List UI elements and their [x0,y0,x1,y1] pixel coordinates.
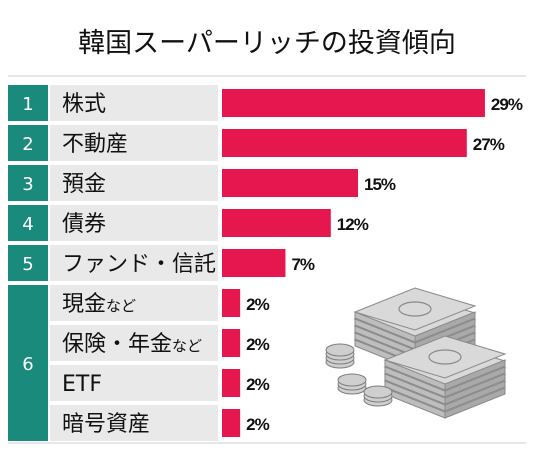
row-label-bg [50,365,218,401]
rank-box [8,245,48,281]
row-label: 不動産 [62,132,128,157]
money-stack-icon [325,287,507,419]
rank-number: 1 [22,94,33,115]
bar [222,409,241,437]
rank-number: 2 [22,134,33,155]
bar [222,169,358,197]
row-label: 預金 [62,172,106,197]
banknote-side [444,366,506,398]
value-label: 2% [246,375,269,394]
value-label: 27% [473,135,505,154]
rank-number: 5 [22,254,33,275]
chart-title: 韓国スーパーリッチの投資傾向 [78,28,456,59]
value-label: 7% [291,255,314,274]
value-label: 29% [491,95,523,114]
bar [222,369,241,397]
banknote-side [444,359,506,391]
bar [222,249,286,277]
row-label: 債券 [62,212,106,237]
bar [222,129,467,157]
row-label-bg [50,125,218,161]
row-label-bg [50,85,218,121]
rank-number: 3 [22,174,33,195]
row-label: 保険・年金など [62,332,202,357]
row-label-bg [50,405,218,441]
row-label-suffix: など [172,337,202,355]
bar [222,289,241,317]
coin [325,343,355,357]
row-label-bg [50,325,218,361]
rank-box [8,125,48,161]
rank-number: 4 [22,214,33,235]
bar [222,89,485,117]
bar [222,209,331,237]
value-label: 2% [246,335,269,354]
value-label: 15% [364,175,396,194]
rank-box [8,165,48,201]
row-label: 暗号資産 [62,412,150,437]
value-label: 12% [337,215,369,234]
row-label: ETF [62,372,102,397]
row-label-bg [50,285,218,321]
bar [222,329,241,357]
row-label: ファンド・信託 [62,252,216,277]
rank-box [8,205,48,241]
banknote-side [444,380,506,412]
banknote [383,335,507,379]
row-label-bg [50,245,218,281]
coin [337,373,367,387]
rows-layer: 株式 29%不動産 27%預金 15%債券 12%ファンド・信託 7%現金など 2%保険・年… [8,85,526,444]
banknote [353,287,477,331]
coin [363,385,393,399]
banknote-seal [428,349,462,365]
banknote-side [444,373,506,405]
row-label: 株式 [62,92,106,117]
row-label-suffix: など [106,297,136,315]
value-label: 2% [246,295,269,314]
row-label: 現金など [62,292,136,317]
value-label: 2% [246,415,269,434]
banknote-side [444,387,506,419]
rank-box [8,85,48,121]
rank-number: 6 [22,354,33,375]
banknote-seal [398,301,432,317]
rank-box [8,285,48,441]
banknote-side [414,311,476,343]
row-label-bg [50,205,218,241]
row-label-bg [50,165,218,201]
